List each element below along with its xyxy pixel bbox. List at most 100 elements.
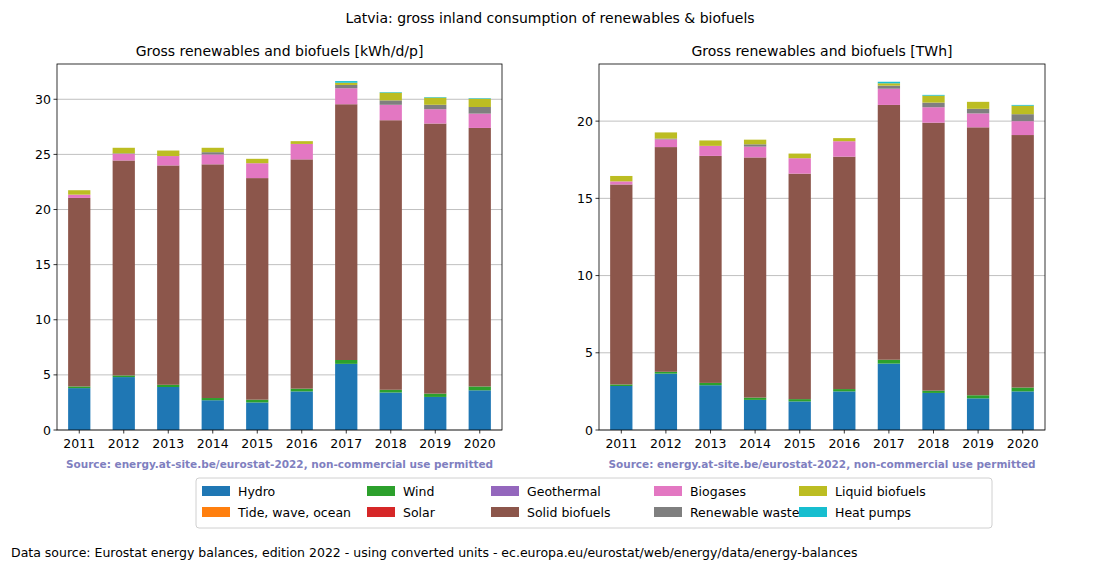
bar [878,86,900,89]
bar [157,165,179,384]
y-tick-label: 0 [43,423,51,438]
y-tick-label: 10 [577,268,593,283]
x-tick [346,430,347,434]
x-tick [710,430,711,434]
bar [789,153,811,154]
bar [68,386,90,388]
bar [878,89,900,105]
bar [744,398,766,400]
bar [1012,106,1034,114]
bar [789,399,811,401]
bar [424,124,446,394]
y-tick [596,352,600,353]
bar [68,198,90,387]
bar [655,372,677,374]
y-tick [596,121,600,122]
bar [922,103,944,108]
legend-swatch [367,507,395,517]
y-tick [54,99,58,100]
bars [610,82,1034,430]
y-tick [596,275,600,276]
bar [113,148,135,154]
bar [113,377,135,430]
bar [380,393,402,430]
x-tick [844,430,845,434]
bar [113,375,135,377]
x-tick [1022,430,1023,434]
x-tick-label: 2017 [330,436,362,451]
bar [380,390,402,393]
bar [878,83,900,85]
bar [833,391,855,430]
bar [1012,104,1034,106]
bar [922,96,944,103]
bar [113,147,135,148]
y-tick-label: 15 [35,257,51,272]
y-tick [54,374,58,375]
bar [610,175,632,176]
bar [68,190,90,194]
y-tick-label: 10 [35,312,51,327]
x-tick-label: 2011 [63,436,95,451]
bar [789,158,811,173]
x-tick [435,430,436,434]
legend-label: Solid biofuels [527,505,611,520]
legend-swatch [799,507,827,517]
bar [833,141,855,156]
legend-swatch [491,507,519,517]
bar [202,164,224,398]
y-tick-label: 5 [585,345,593,360]
bar [878,105,900,360]
bar [922,107,944,122]
bar [246,158,268,159]
bar [699,383,721,385]
bar [655,147,677,372]
bar [469,128,491,387]
y-tick [54,264,58,265]
x-tick-label: 2016 [828,436,860,451]
bar [1012,114,1034,121]
bar [380,92,402,94]
bar [291,389,313,392]
bar [744,147,766,158]
bar [967,101,989,102]
x-tick [978,430,979,434]
bar [202,400,224,430]
bar [469,107,491,114]
bar [922,123,944,391]
x-tick-label: 2015 [784,436,816,451]
x-tick-label: 2014 [739,436,771,451]
bar [922,94,944,96]
bar [246,402,268,430]
bar [655,132,677,133]
bar [202,154,224,164]
bar [380,100,402,104]
bar [380,105,402,120]
bar [291,391,313,430]
y-tick-label: 20 [577,114,593,129]
bar [291,144,313,159]
bar [291,141,313,142]
x-tick-label: 2016 [286,436,318,451]
legend-swatch [491,486,519,496]
legend-frame [196,478,992,528]
figure: Latvia: gross inland consumption of rene… [0,0,1100,572]
y-tick-label: 5 [43,367,51,382]
bar [246,178,268,400]
bar [744,400,766,430]
bar [291,159,313,388]
bar [469,390,491,430]
bar [833,389,855,391]
bar [699,140,721,145]
bar [246,159,268,163]
bar [967,398,989,430]
bar [68,195,90,198]
legend-label: Biogases [690,484,746,499]
bar [699,385,721,430]
bar [424,109,446,123]
x-tick [933,430,934,434]
bar [246,400,268,403]
y-tick [596,198,600,199]
legend-swatch [202,507,230,517]
bar [335,364,357,430]
